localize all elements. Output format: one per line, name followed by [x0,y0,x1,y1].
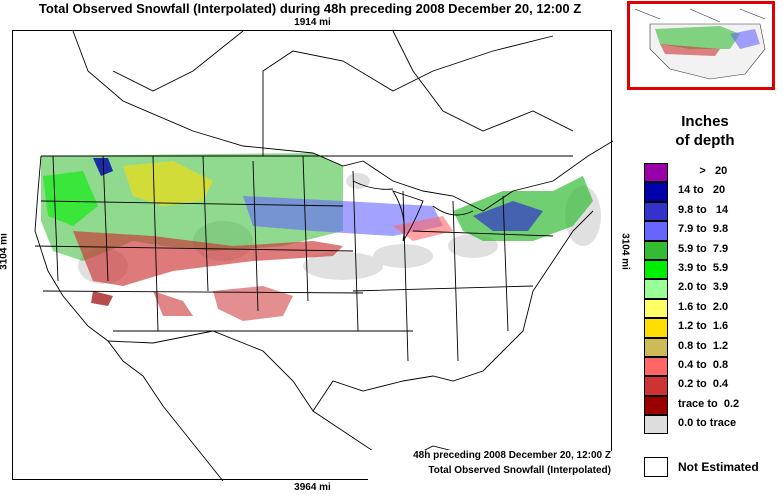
legend-swatch [644,318,668,338]
not-estimated-label: Not Estimated [678,460,759,474]
overview-inset-map[interactable] [627,1,775,90]
legend-label: 7.9 to 9.8 [678,223,729,236]
legend-title-line1: Inches [681,113,729,130]
legend-swatch [644,163,668,183]
legend-label: > 20 [678,165,728,177]
map-boundaries [34,31,613,481]
legend-swatch [644,182,668,202]
legend-title-line2: of depth [675,132,735,149]
legend-label: 3.9 to 5.9 [678,261,729,274]
legend-swatch [644,240,668,260]
legend-label: 0.0 to trace [678,417,737,430]
legend-label: 0.4 to 0.8 [678,358,729,371]
snowfall-patches [41,153,593,321]
legend-label: 1.6 to 2.0 [678,300,729,313]
bottom-dimension-label: 3964 mi [294,482,331,493]
legend-swatch [644,259,668,280]
legend-swatch [644,337,668,357]
legend-title: Inches of depth [630,112,780,150]
legend-swatch [644,279,668,299]
snowfall-map[interactable] [12,30,613,481]
legend-swatch [644,356,668,377]
legend-label: 0.2 to 0.4 [678,378,729,391]
not-estimated-swatch [644,457,668,477]
map-drawing [34,31,613,481]
inset-drawing [634,8,766,80]
left-dimension-label: 3104 mi [0,233,10,270]
top-dimension-label: 1914 mi [294,17,331,28]
legend-label: 2.0 to 3.9 [678,281,729,294]
legend-swatch [644,376,668,396]
legend-label: 9.8 to 14 [678,203,729,216]
caption-product-name: Total Observed Snowfall (Interpolated) [311,465,611,476]
legend-label: trace to 0.2 [678,397,740,410]
legend-swatch [644,415,668,435]
legend-swatch [644,395,668,416]
legend-swatch [644,298,668,319]
right-dimension-label: 3104 mi [619,233,631,270]
legend-swatch [644,201,668,222]
legend-swatch [644,221,668,241]
map-title: Total Observed Snowfall (Interpolated) d… [38,1,582,16]
legend-label: 1.2 to 1.6 [678,320,729,333]
caption-valid-time: 48h preceding 2008 December 20, 12:00 Z [311,450,611,461]
legend-label: 0.8 to 1.2 [678,339,729,352]
legend-label: 5.9 to 7.9 [678,242,729,255]
legend-label: 14 to 20 [678,184,726,197]
